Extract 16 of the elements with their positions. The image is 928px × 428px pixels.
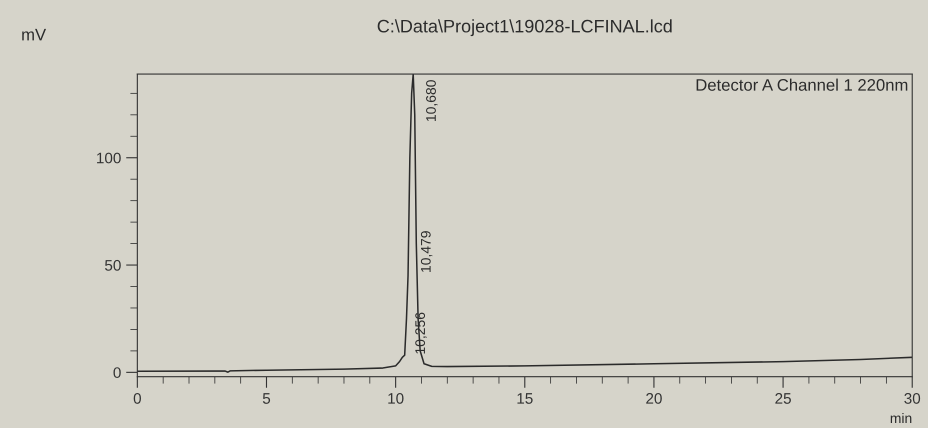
y-tick-label: 50 bbox=[104, 260, 121, 271]
y-tick-label: 100 bbox=[97, 152, 121, 164]
x-tick-label: 25 bbox=[775, 393, 791, 404]
y-axis-title: mV bbox=[22, 28, 46, 40]
x-axis-title: min bbox=[890, 412, 912, 424]
x-tick-label: 30 bbox=[904, 393, 920, 404]
annotation: 10,680 bbox=[426, 80, 438, 122]
y-tick-label: 0 bbox=[113, 367, 121, 378]
x-tick-label: 0 bbox=[134, 393, 141, 404]
annotation: 10,479 bbox=[420, 231, 432, 272]
chart-title: C:\Data\Project1\19028-LCFINAL.lcd bbox=[378, 19, 672, 36]
x-tick-label: 5 bbox=[262, 393, 270, 404]
annotation: Detector A Channel 1 220nm bbox=[696, 78, 908, 91]
x-tick-label: 15 bbox=[517, 393, 533, 404]
x-tick-label: 10 bbox=[388, 393, 404, 404]
x-tick-label: 20 bbox=[646, 393, 662, 404]
